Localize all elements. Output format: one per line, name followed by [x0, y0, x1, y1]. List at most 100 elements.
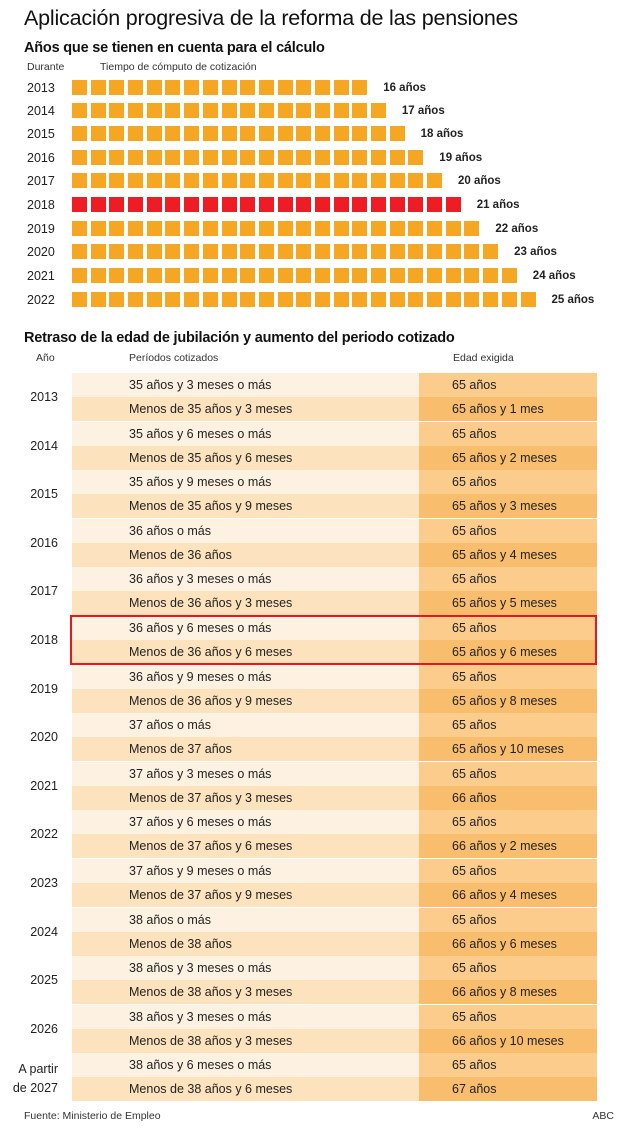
bar-col-year-header: Durante [27, 61, 65, 73]
year-block [371, 292, 386, 307]
year-block [221, 103, 237, 118]
age-cell: 65 años [419, 567, 597, 592]
year-block [165, 221, 181, 236]
year-block [109, 197, 125, 212]
bar-year-label: 2018 [27, 198, 55, 212]
year-block [72, 150, 87, 165]
year-block [258, 268, 274, 283]
period-cell: 36 años y 9 meses o más [72, 664, 419, 689]
year-block [109, 126, 125, 141]
age-cell: 65 años [419, 373, 597, 397]
year-block [277, 268, 293, 283]
year-block [184, 244, 200, 259]
year-block [128, 268, 144, 283]
year-block [389, 197, 405, 212]
year-block [128, 150, 144, 165]
table-year-label: 2016 [30, 535, 58, 550]
year-block [464, 292, 480, 307]
age-cell: 65 años y 4 meses [419, 542, 597, 567]
year-block [464, 221, 480, 236]
age-cell: 65 años y 8 meses [419, 688, 597, 713]
year-block [184, 80, 200, 95]
year-block [277, 197, 293, 212]
period-cell: 37 años y 6 meses o más [72, 810, 419, 835]
year-block [296, 126, 312, 141]
year-block [90, 244, 106, 259]
table-col-year-header: Año [36, 352, 55, 364]
period-cell: Menos de 35 años y 6 meses [72, 445, 419, 470]
table-section-subtitle: Retraso de la edad de jubilación y aumen… [24, 330, 455, 346]
year-block [483, 244, 499, 259]
table-row: 38 años y 3 meses o más 65 años [72, 1004, 597, 1029]
year-block [72, 197, 87, 212]
year-block [72, 221, 87, 236]
year-block [314, 268, 330, 283]
age-cell: 65 años [419, 518, 597, 543]
year-block [128, 126, 144, 141]
year-block [221, 197, 237, 212]
age-cell: 65 años [419, 810, 597, 835]
year-block [371, 244, 386, 259]
table-row: 36 años o más 65 años [72, 518, 597, 543]
year-block [445, 268, 461, 283]
year-block [464, 244, 480, 259]
year-block [109, 150, 125, 165]
period-cell: Menos de 36 años y 3 meses [72, 591, 419, 616]
year-block [109, 221, 125, 236]
year-block [240, 80, 256, 95]
bar-row: 2017 20 años [0, 173, 620, 189]
year-block [221, 292, 237, 307]
table-row: Menos de 36 años y 6 meses 65 años y 6 me… [72, 640, 597, 664]
table-row: 35 años y 3 meses o más 65 años [72, 373, 597, 397]
year-block [277, 103, 293, 118]
bar-value-label: 20 años [458, 175, 501, 187]
year-block [128, 244, 144, 259]
year-block [277, 173, 293, 188]
year-block [427, 292, 443, 307]
table-row: 38 años y 6 meses o más 65 años [72, 1053, 597, 1078]
table-row: Menos de 37 años 65 años y 10 meses [72, 737, 597, 762]
age-cell: 66 años y 10 meses [419, 1028, 597, 1053]
age-cell: 65 años [419, 1004, 597, 1029]
year-block [352, 292, 368, 307]
year-block [240, 292, 256, 307]
year-block [221, 173, 237, 188]
year-block [464, 268, 480, 283]
age-cell: 65 años y 5 meses [419, 591, 597, 616]
year-block [240, 221, 256, 236]
year-block [184, 173, 200, 188]
year-block [146, 221, 162, 236]
year-block [389, 150, 405, 165]
year-block [202, 197, 218, 212]
year-block [314, 197, 330, 212]
table-year-line1: A partir [18, 1062, 58, 1077]
period-cell: 36 años y 6 meses o más [72, 616, 419, 640]
table-row: 35 años y 9 meses o más 65 años [72, 470, 597, 495]
age-cell: 66 años y 4 meses [419, 883, 597, 907]
year-block [371, 221, 386, 236]
year-block [389, 244, 405, 259]
table-row: Menos de 37 años y 6 meses 66 años y 2 me… [72, 834, 597, 859]
bar-blocks [72, 268, 517, 283]
year-block [221, 150, 237, 165]
year-block [90, 103, 106, 118]
year-block [72, 103, 87, 118]
period-cell: Menos de 36 años [72, 542, 419, 567]
year-block [109, 292, 125, 307]
table-row: Menos de 38 años y 3 meses 66 años y 8 me… [72, 980, 597, 1005]
period-cell: 35 años y 9 meses o más [72, 470, 419, 495]
year-block [445, 197, 461, 212]
year-block [389, 292, 405, 307]
period-cell: Menos de 38 años [72, 931, 419, 956]
table-row: 36 años y 3 meses o más 65 años [72, 567, 597, 592]
year-block [202, 150, 218, 165]
period-cell: 38 años y 3 meses o más [72, 956, 419, 981]
age-cell: 65 años y 6 meses [419, 640, 597, 664]
year-block [389, 221, 405, 236]
age-cell: 67 años [419, 1077, 597, 1102]
bar-blocks [72, 244, 499, 259]
year-block [277, 292, 293, 307]
age-cell: 66 años [419, 785, 597, 810]
year-block [258, 103, 274, 118]
year-block [296, 173, 312, 188]
